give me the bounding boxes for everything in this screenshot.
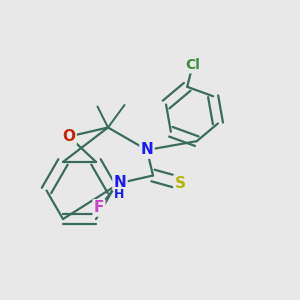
Text: S: S — [175, 176, 185, 190]
Text: O: O — [62, 129, 76, 144]
Text: F: F — [94, 200, 104, 215]
Text: H: H — [114, 188, 124, 201]
Text: N: N — [141, 142, 153, 158]
Text: Cl: Cl — [185, 58, 200, 72]
Text: N: N — [114, 175, 126, 190]
